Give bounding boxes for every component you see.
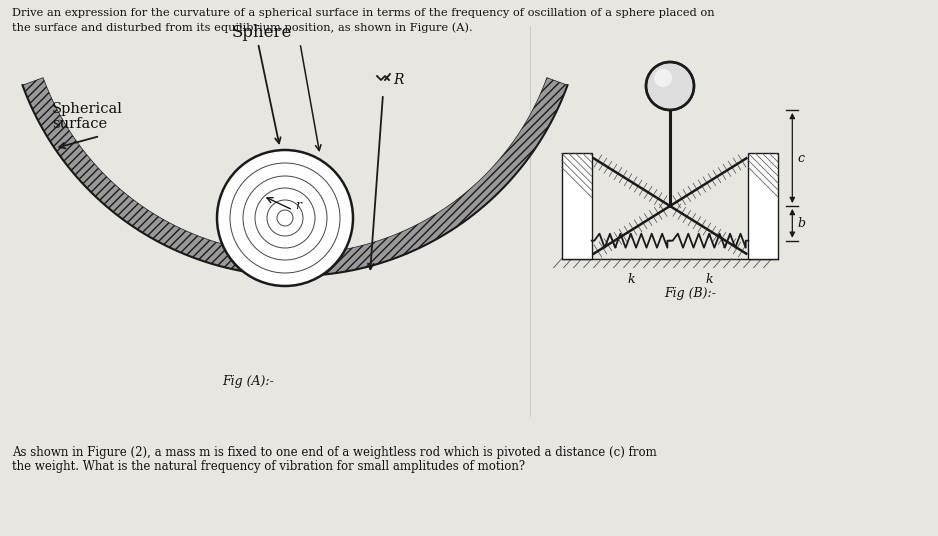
Text: k: k <box>705 273 713 286</box>
Text: R: R <box>393 73 403 87</box>
Text: As shown in Figure (2), a mass m is fixed to one end of a weightless rod which i: As shown in Figure (2), a mass m is fixe… <box>12 446 657 459</box>
Text: the weight. What is the natural frequency of vibration for small amplitudes of m: the weight. What is the natural frequenc… <box>12 460 525 473</box>
Text: Fig (B):-: Fig (B):- <box>664 287 716 300</box>
Text: b: b <box>797 217 806 230</box>
Text: k: k <box>627 273 635 286</box>
Text: r: r <box>295 199 301 212</box>
Text: the surface and disturbed from its equilibrium position, as shown in Figure (A).: the surface and disturbed from its equil… <box>12 22 473 33</box>
Text: Drive an expression for the curvature of a spherical surface in terms of the fre: Drive an expression for the curvature of… <box>12 8 715 18</box>
Text: Sphere: Sphere <box>232 24 293 41</box>
Text: Fig (A):-: Fig (A):- <box>222 375 274 388</box>
Text: c: c <box>797 152 804 165</box>
Text: Spherical: Spherical <box>52 102 123 116</box>
Text: surface: surface <box>52 117 107 131</box>
Circle shape <box>646 62 694 110</box>
Bar <box>562 153 592 259</box>
Circle shape <box>217 150 353 286</box>
Circle shape <box>654 69 672 87</box>
Polygon shape <box>23 78 567 276</box>
Bar <box>749 153 779 259</box>
